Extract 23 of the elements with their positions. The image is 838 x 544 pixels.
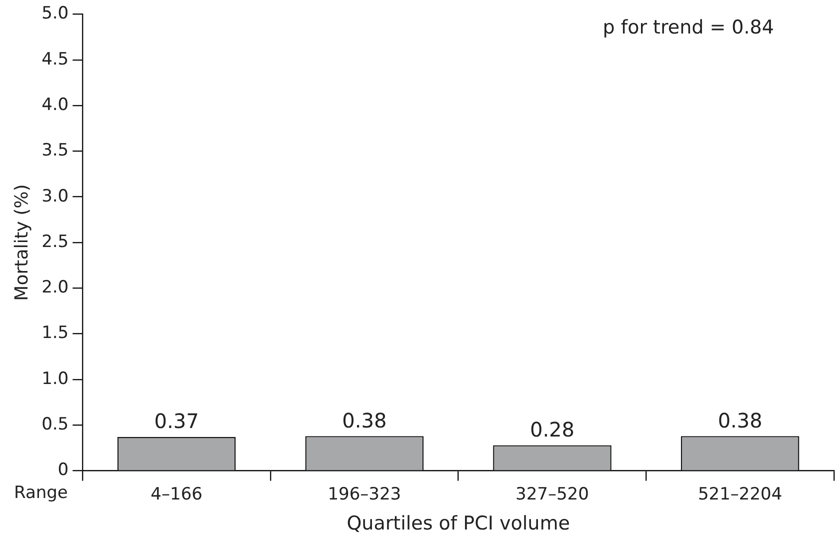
y-tick-label: 0: [58, 460, 69, 480]
text: Range: [14, 483, 68, 504]
y-tick-label: 2.0: [42, 278, 69, 298]
data-label: 0.38: [718, 408, 762, 432]
y-tick-label: 0.5: [42, 414, 69, 435]
y-tick-label: 3.0: [42, 186, 69, 206]
x-tick-label: 4–166: [150, 484, 202, 504]
y-tick-label: 2.5: [42, 232, 69, 252]
y-tick-label: 5.0: [42, 4, 69, 24]
x-axis-title: Quartiles of PCI volume: [346, 512, 570, 535]
y-tick-label: 4.5: [42, 49, 69, 70]
data-label: 0.38: [342, 408, 387, 432]
y-tick-label: 1.5: [42, 323, 69, 344]
data-label: 0.28: [530, 417, 575, 442]
annotation: p for trend = 0.84: [602, 16, 774, 39]
y-axis-title: Mortality (%): [11, 184, 32, 301]
y-tick-label: 1.0: [42, 368, 69, 389]
y-tick-label: 4.0: [42, 94, 69, 115]
x-tick-label: 196–323: [328, 484, 402, 504]
y-tick-label: 3.5: [42, 140, 69, 161]
x-tick-label: 521–2204: [698, 484, 782, 504]
x-tick-label: 327–520: [516, 484, 589, 504]
data-label: 0.37: [154, 409, 199, 434]
